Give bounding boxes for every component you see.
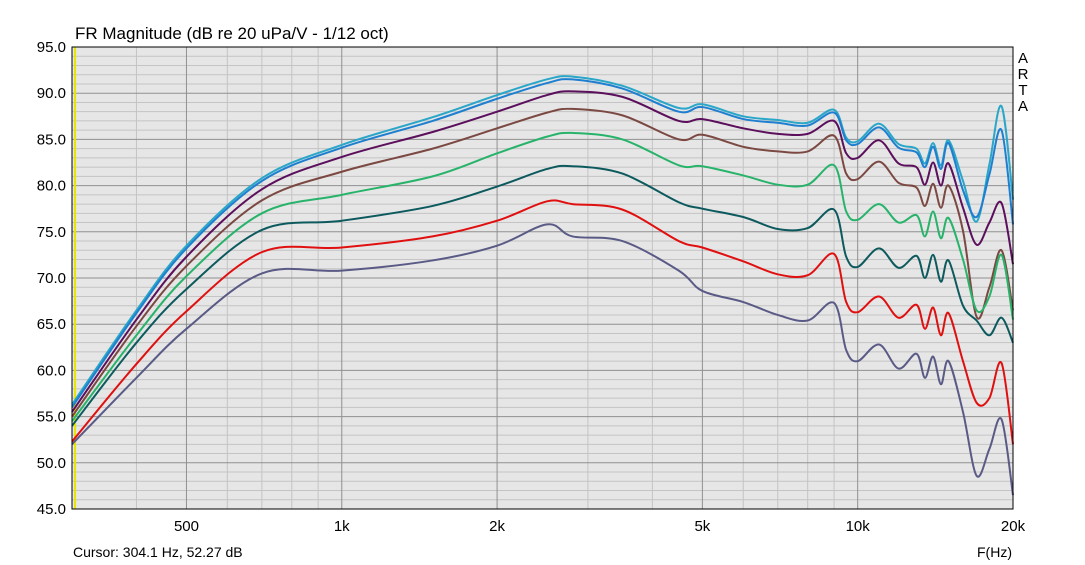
x-tick-label: 5k — [694, 518, 710, 535]
y-tick-label: 65.0 — [37, 316, 66, 333]
plot-frame — [71, 46, 1014, 510]
x-tick-label: 10k — [846, 518, 871, 535]
y-tick-label: 70.0 — [37, 270, 66, 287]
x-tick-label: 20k — [1001, 518, 1026, 535]
series-group — [71, 75, 1014, 496]
watermark-letter: A — [1018, 50, 1028, 67]
y-axis-ticks: 45.0 50.0 55.0 60.0 65.0 70.0 75.0 80.0 85.0 90.0… — [37, 39, 66, 518]
watermark-letter: R — [1018, 66, 1029, 83]
x-tick-label: 2k — [489, 518, 505, 535]
series-line-5 — [71, 131, 1014, 422]
watermark-letter: A — [1018, 98, 1028, 115]
y-tick-label: 90.0 — [37, 85, 66, 102]
y-tick-label: 80.0 — [37, 178, 66, 195]
x-tick-label: 1k — [334, 518, 350, 535]
x-axis-label: F(Hz) — [977, 544, 1012, 560]
series-line-2 — [71, 78, 1014, 408]
chart-title: FR Magnitude (dB re 20 uPa/V - 1/12 oct) — [75, 24, 389, 43]
y-tick-label: 50.0 — [37, 455, 66, 472]
y-tick-label: 85.0 — [37, 131, 66, 148]
y-tick-label: 60.0 — [37, 362, 66, 379]
series-line-4 — [71, 107, 1014, 418]
series-line-6 — [71, 164, 1014, 427]
watermark-letter: T — [1018, 82, 1027, 99]
y-tick-label: 95.0 — [37, 39, 66, 56]
cursor-readout: Cursor: 304.1 Hz, 52.27 dB — [73, 544, 243, 560]
y-tick-label: 55.0 — [37, 409, 66, 426]
series-line-3 — [71, 90, 1014, 413]
series-line-7 — [71, 199, 1014, 445]
y-tick-label: 45.0 — [37, 501, 66, 518]
x-axis-ticks: 500 1k 2k 5k 10k 20k — [174, 518, 1026, 535]
series-line-1 — [71, 75, 1014, 406]
series-line-8 — [71, 223, 1014, 496]
y-tick-label: 75.0 — [37, 224, 66, 241]
x-tick-label: 500 — [174, 518, 199, 535]
